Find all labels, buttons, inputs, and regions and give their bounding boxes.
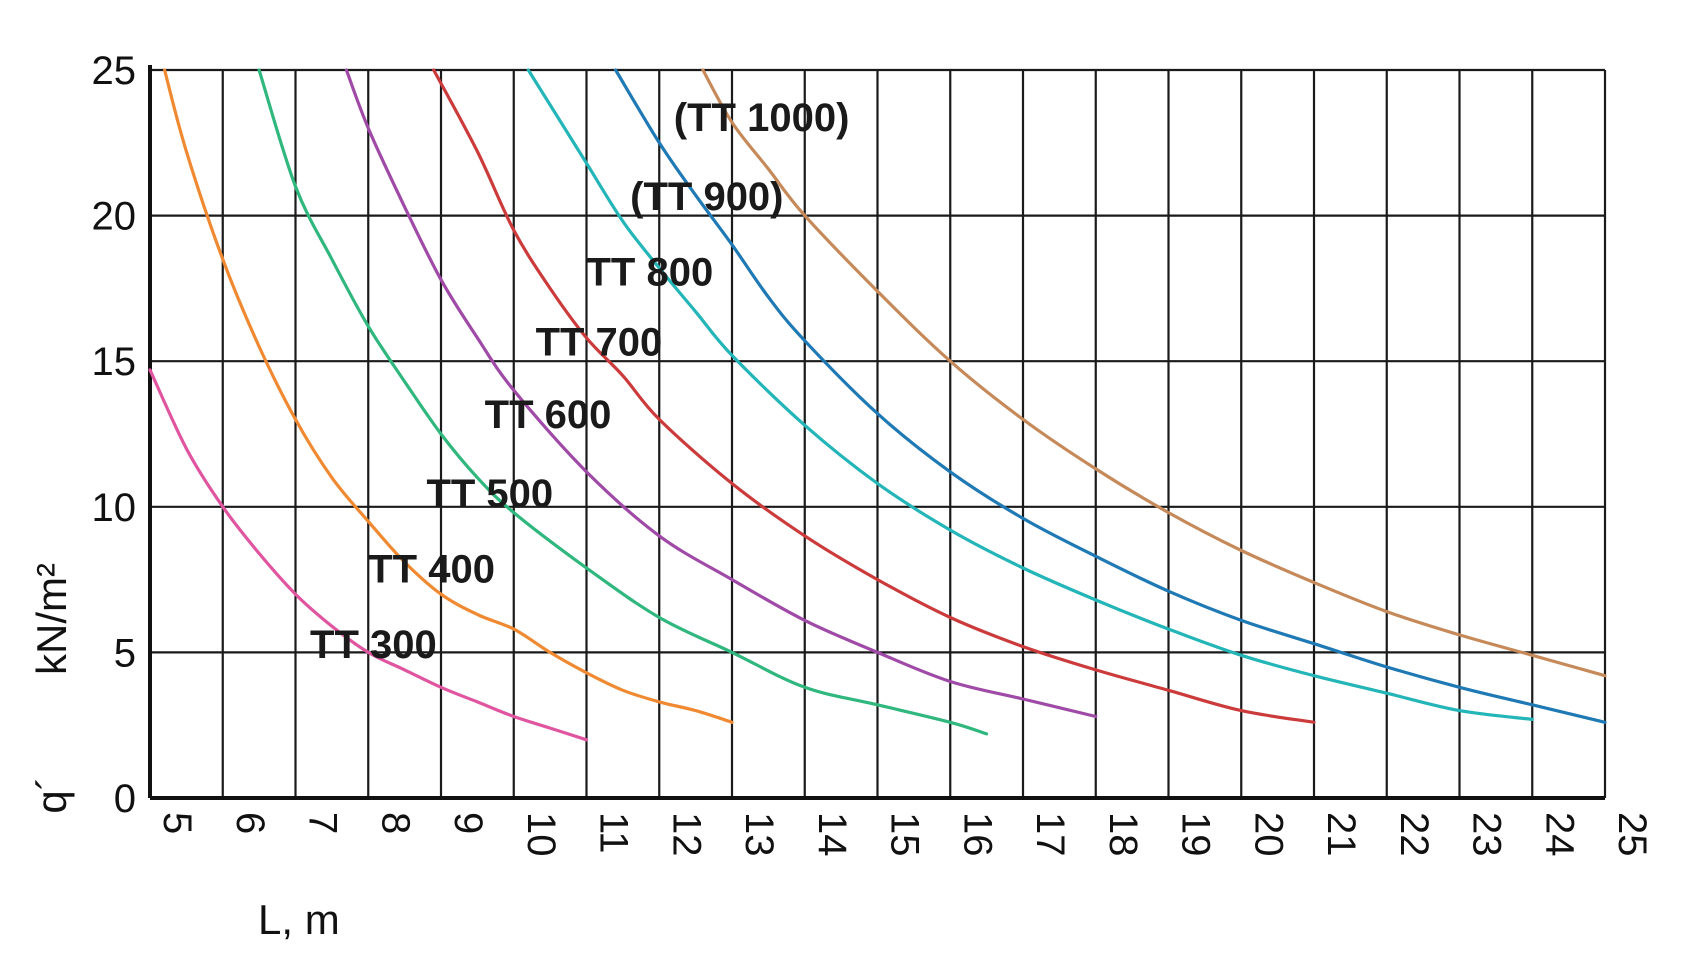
series-label-0: TT 300 — [310, 623, 437, 667]
y-tick-label: 20 — [92, 195, 137, 239]
series-line-1 — [163, 68, 734, 724]
x-tick-label: 13 — [737, 812, 781, 857]
x-tick-label: 19 — [1174, 812, 1218, 857]
x-tick-label: 20 — [1246, 812, 1290, 857]
x-tick-label: 25 — [1610, 812, 1654, 857]
x-tick-label: 5 — [155, 812, 199, 834]
series-line-4 — [432, 68, 1316, 724]
y-axis-ticks: 0 5 10 15 20 25 — [92, 49, 137, 821]
curve-labels: TT 300 TT 400 TT 500 TT 600 TT 700 TT 800 (TT … — [310, 96, 849, 667]
series-line-0 — [148, 368, 589, 742]
x-tick-label: 11 — [592, 812, 636, 854]
y-axis-label-prefix: q´ — [28, 776, 75, 813]
x-tick-label: 16 — [955, 812, 999, 857]
y-tick-label: 10 — [92, 486, 137, 530]
series-line-6 — [614, 68, 1607, 724]
y-tick-label: 5 — [114, 631, 136, 675]
y-tick-label: 0 — [114, 777, 136, 821]
x-tick-label: 6 — [228, 812, 272, 834]
x-tick-label: 22 — [1392, 812, 1436, 857]
series-label-7: (TT 1000) — [674, 96, 850, 140]
series-label-6: (TT 900) — [630, 175, 783, 219]
series-label-3: TT 600 — [485, 393, 612, 437]
series-line-5 — [526, 68, 1534, 721]
series-label-4: TT 700 — [536, 320, 663, 364]
x-axis-label: L, m — [258, 896, 340, 943]
series-line-7 — [701, 68, 1607, 678]
x-tick-label: 9 — [446, 812, 490, 834]
series-label-2: TT 500 — [426, 472, 553, 516]
x-tick-label: 12 — [664, 812, 708, 857]
grid — [148, 65, 1607, 800]
y-tick-label: 25 — [92, 49, 137, 93]
x-tick-label: 14 — [810, 812, 854, 857]
x-tick-label: 23 — [1465, 812, 1509, 857]
x-tick-label: 15 — [883, 812, 927, 857]
curves — [148, 68, 1607, 742]
x-tick-label: 24 — [1537, 812, 1581, 857]
y-axis-label: kN/m² — [28, 563, 75, 675]
series-label-5: TT 800 — [587, 250, 714, 294]
series-label-1: TT 400 — [368, 548, 495, 592]
x-tick-label: 8 — [373, 812, 417, 834]
series-line-3 — [344, 68, 1098, 719]
x-tick-label: 18 — [1101, 812, 1145, 857]
x-axis-ticks: 5 6 7 8 9 10 11 12 13 14 15 16 17 18 19 20 21 22 23 24 25 — [155, 812, 1654, 857]
x-tick-label: 7 — [301, 812, 345, 834]
x-tick-label: 17 — [1028, 812, 1072, 857]
y-tick-label: 15 — [92, 340, 137, 384]
x-tick-label: 10 — [519, 812, 563, 857]
x-tick-label: 21 — [1319, 812, 1363, 857]
series-line-2 — [257, 68, 989, 736]
